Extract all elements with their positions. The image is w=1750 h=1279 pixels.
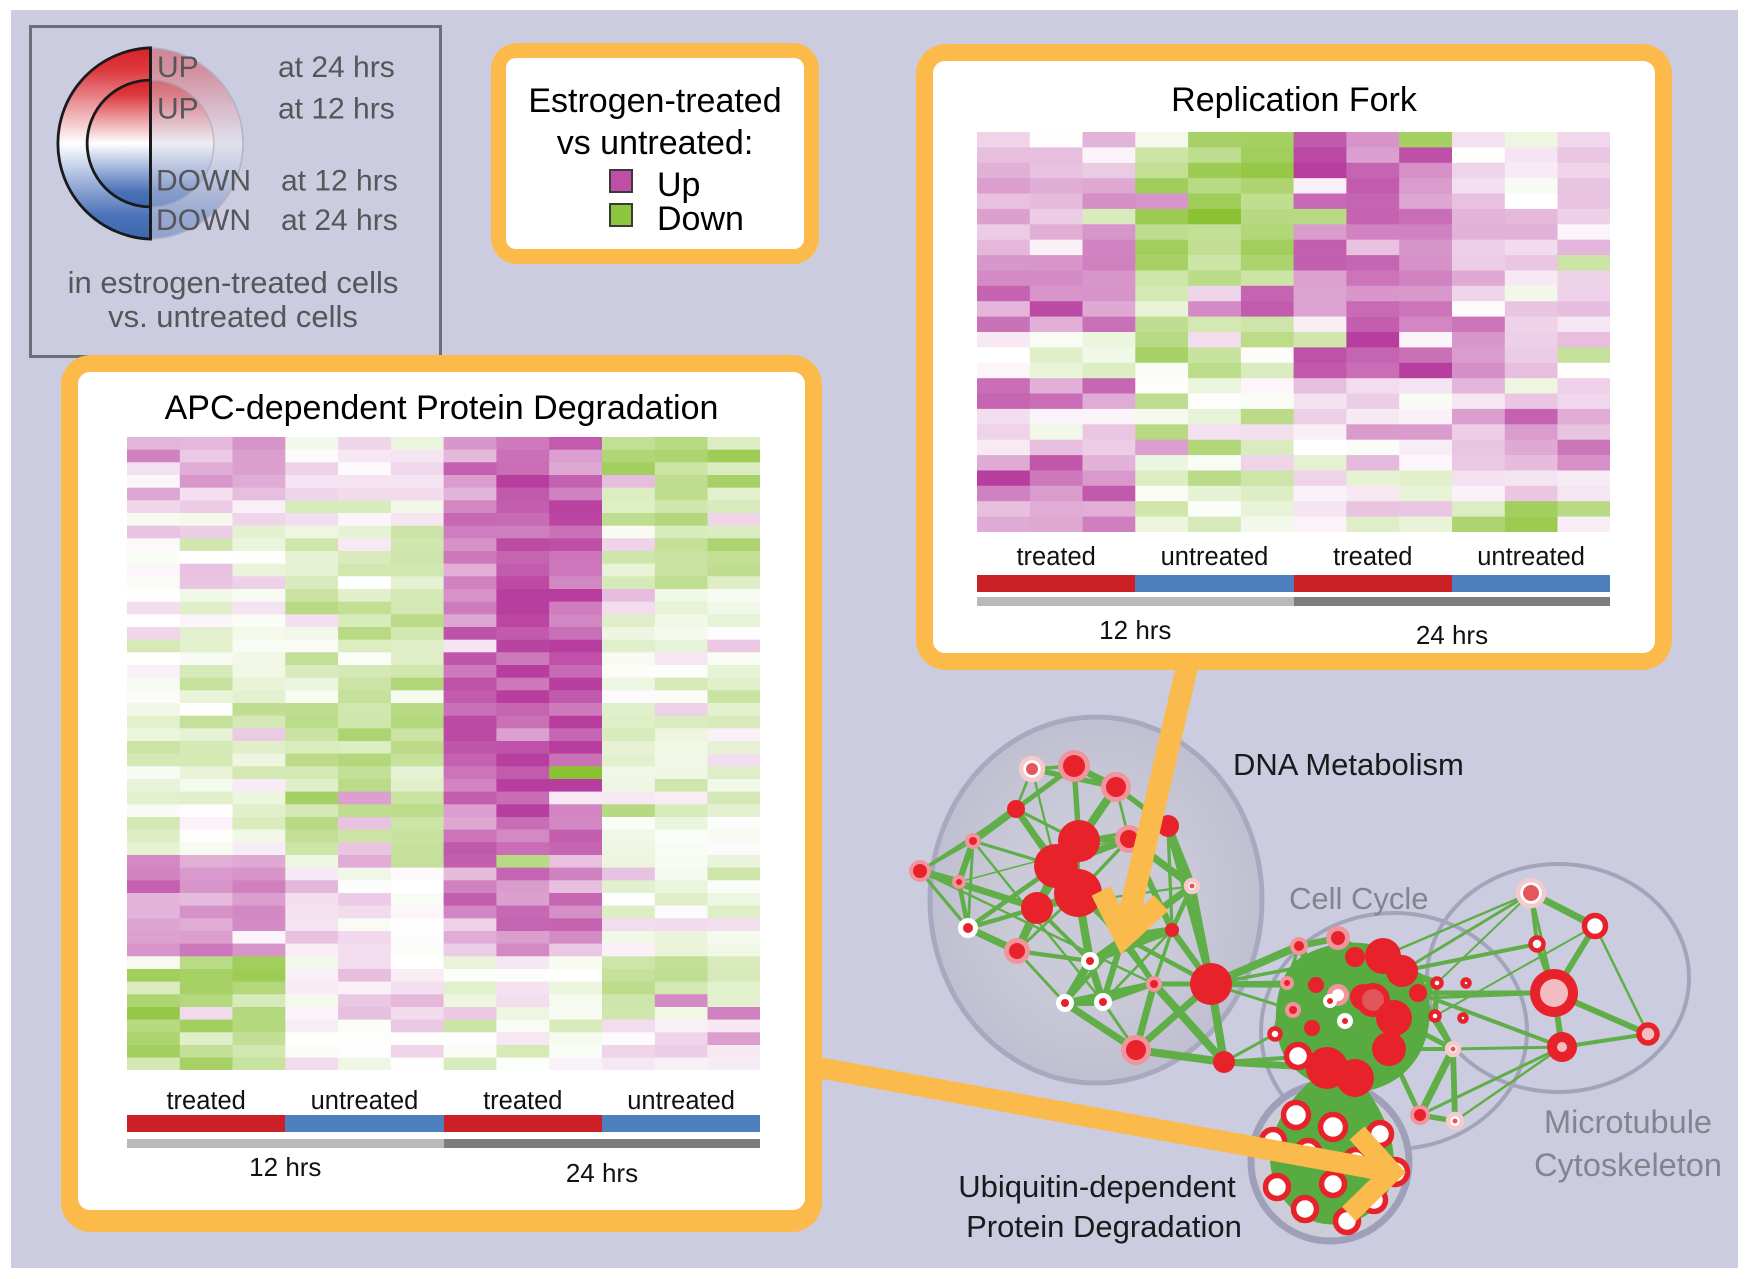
svg-text:UP: UP (157, 93, 199, 126)
svg-text:DOWN: DOWN (156, 204, 251, 237)
svg-text:at 12 hrs: at 12 hrs (281, 165, 398, 198)
svg-text:Microtubule: Microtubule (1544, 1104, 1712, 1140)
svg-text:Ubiquitin-dependent: Ubiquitin-dependent (958, 1169, 1236, 1204)
svg-text:DNA Metabolism: DNA Metabolism (1233, 747, 1464, 782)
svg-text:at 24 hrs: at 24 hrs (278, 51, 395, 84)
svg-text:DOWN: DOWN (156, 165, 251, 198)
svg-text:Cell Cycle: Cell Cycle (1289, 881, 1429, 916)
svg-text:vs. untreated cells: vs. untreated cells (108, 299, 358, 334)
svg-text:Protein Degradation: Protein Degradation (966, 1209, 1242, 1244)
svg-text:Cytoskeleton: Cytoskeleton (1534, 1147, 1722, 1183)
svg-text:at 12 hrs: at 12 hrs (278, 93, 395, 126)
svg-text:at 24 hrs: at 24 hrs (281, 204, 398, 237)
svg-text:UP: UP (157, 51, 199, 84)
svg-text:in estrogen-treated cells: in estrogen-treated cells (68, 265, 399, 300)
